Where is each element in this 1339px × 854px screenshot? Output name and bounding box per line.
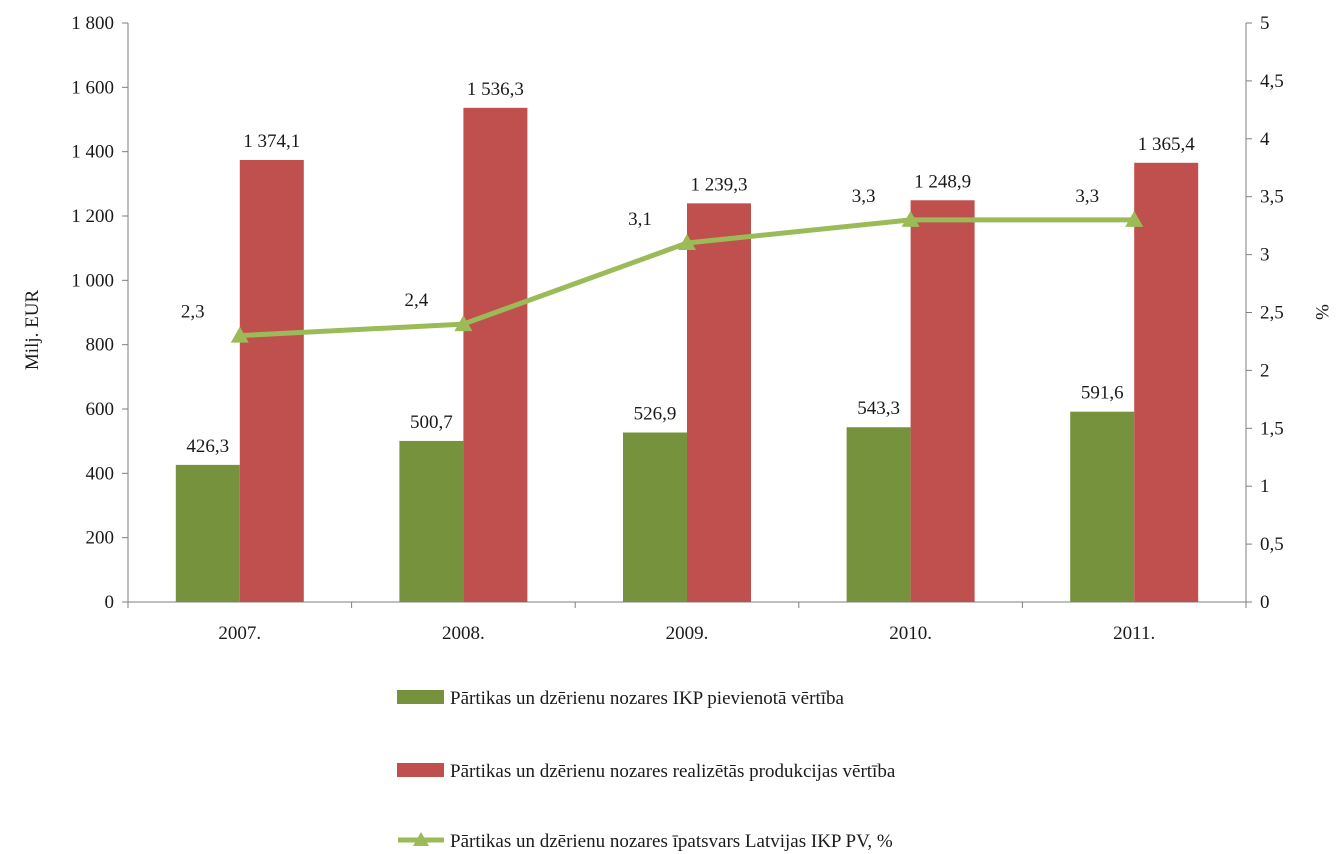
y2-tick-label: 0 — [1260, 592, 1270, 613]
line-data-label: 3,3 — [852, 186, 876, 207]
share-line-marker — [454, 315, 473, 332]
y-tick-label: 200 — [86, 528, 115, 549]
x-tick-label: 2009. — [666, 623, 709, 644]
share-line-marker — [678, 234, 696, 251]
y-tick-label: 1 600 — [71, 77, 114, 98]
bar-production — [687, 203, 751, 602]
y2-tick-label: 3 — [1260, 245, 1270, 266]
bar-data-label: 1 248,9 — [914, 171, 971, 192]
share-line-marker — [230, 326, 249, 343]
y-tick-label: 400 — [86, 463, 115, 484]
line-data-label: 2,3 — [181, 302, 205, 323]
bar-value-added — [175, 464, 240, 602]
legend-label: Pārtikas un dzērienu nozares īpatsvars L… — [450, 831, 893, 852]
share-line-marker — [1125, 210, 1144, 227]
y2-tick-label: 2 — [1260, 360, 1270, 381]
y2-axis-title: % — [1311, 304, 1332, 320]
y-tick-label: 1 200 — [71, 206, 114, 227]
x-tick-label: 2011. — [1113, 623, 1155, 644]
y2-tick-label: 1,5 — [1260, 418, 1284, 439]
bar-data-label: 1 536,3 — [467, 79, 524, 100]
bar-value-added — [1070, 411, 1135, 602]
legend-label: Pārtikas un dzērienu nozares realizētās … — [450, 761, 896, 782]
y-tick-label: 600 — [86, 399, 115, 420]
x-tick-label: 2008. — [442, 623, 485, 644]
y2-tick-label: 4 — [1260, 129, 1270, 150]
bar-value-added — [623, 432, 687, 602]
x-tick-label: 2010. — [889, 623, 932, 644]
legend-label: Pārtikas un dzērienu nozares IKP pievien… — [450, 688, 845, 709]
line-data-label: 3,1 — [628, 209, 652, 230]
bar-value-added — [846, 427, 911, 602]
y-tick-label: 1 400 — [71, 142, 114, 163]
y-tick-label: 1 800 — [71, 13, 114, 34]
plot-area: 0 200 400 600 800 1 000 1 200 1 400 1 600 1 800 0 0… — [71, 13, 1284, 644]
y-axis-title: Milj. EUR — [22, 290, 43, 371]
bar-data-label: 500,7 — [410, 412, 453, 433]
bar-data-label: 1 239,3 — [691, 174, 748, 195]
bar-data-label: 1 365,4 — [1138, 134, 1196, 155]
y2-tick-label: 1 — [1260, 476, 1270, 497]
bar-production — [239, 159, 304, 602]
share-line-marker — [901, 210, 920, 227]
bar-production — [463, 107, 528, 603]
x-tick-label: 2007. — [218, 623, 261, 644]
y-tick-label: 800 — [86, 335, 115, 356]
bar-data-label: 591,6 — [1081, 383, 1124, 404]
legend-swatch — [397, 763, 444, 777]
legend-marker-swatch — [413, 832, 429, 846]
legend: Pārtikas un dzērienu nozares IKP pievien… — [397, 688, 896, 852]
bar-value-added — [399, 440, 464, 602]
y2-tick-label: 5 — [1260, 13, 1270, 34]
line-data-label: 2,4 — [405, 290, 429, 311]
y2-tick-label: 3,5 — [1260, 187, 1284, 208]
y2-tick-label: 4,5 — [1260, 71, 1284, 92]
y2-tick-label: 2,5 — [1260, 303, 1284, 324]
y2-tick-label: 0,5 — [1260, 534, 1284, 555]
line-data-label: 3,3 — [1075, 186, 1099, 207]
y-tick-label: 0 — [105, 592, 115, 613]
bar-production — [910, 200, 975, 602]
bar-data-label: 1 374,1 — [243, 131, 300, 152]
y-tick-label: 1 000 — [71, 270, 114, 291]
bar-data-label: 526,9 — [634, 404, 677, 425]
bar-data-label: 426,3 — [186, 436, 229, 457]
bar-production — [1134, 162, 1199, 602]
legend-swatch — [397, 690, 444, 704]
bar-data-label: 543,3 — [857, 398, 900, 419]
